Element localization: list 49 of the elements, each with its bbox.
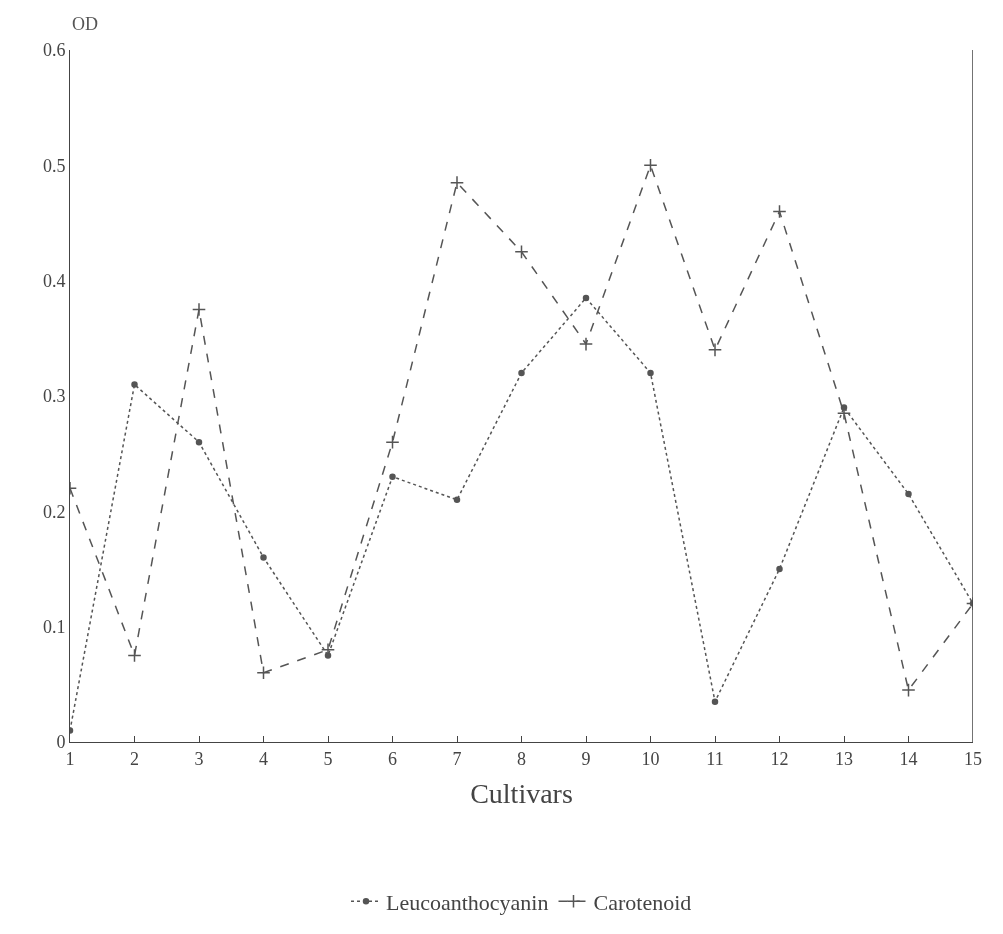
x-tick-label: 13 [835, 748, 853, 769]
point [578, 337, 594, 352]
x-tick-label: 7 [452, 748, 462, 769]
legend-label: Leucoanthocyanin [386, 889, 549, 915]
point [389, 473, 396, 480]
x-tick-label: 14 [899, 748, 918, 769]
x-tick-label: 8 [517, 748, 526, 769]
y-tick-label: 0.4 [42, 270, 66, 291]
x-tick-label: 6 [388, 748, 397, 769]
point [324, 652, 332, 659]
point [385, 435, 400, 450]
x-tick-label: 10 [641, 748, 660, 769]
point [643, 158, 658, 173]
point [514, 244, 529, 259]
point [131, 381, 138, 388]
point [582, 294, 590, 302]
x-tick-label: 1 [65, 748, 75, 769]
x-tick-label: 9 [581, 748, 591, 769]
point [127, 648, 142, 663]
y-tick-label: 0.1 [42, 616, 66, 637]
point [707, 342, 723, 357]
point [195, 438, 203, 446]
x-tick-label: 12 [770, 748, 789, 769]
y-tick-label: 0.2 [42, 501, 66, 522]
y-tick-label: 0 [56, 732, 66, 753]
x-tick-label: 5 [323, 748, 333, 769]
point [905, 490, 912, 498]
x-tick-label: 15 [964, 748, 982, 769]
point [191, 302, 207, 317]
point [711, 698, 719, 705]
point [260, 554, 267, 561]
x-tick-label: 2 [130, 748, 139, 769]
y-tick-label: 0.3 [42, 386, 66, 407]
x-tick-label: 11 [706, 748, 724, 769]
point [776, 565, 783, 573]
y-tick-label: 0.5 [42, 155, 66, 176]
legend-label: Carotenoid [593, 889, 692, 915]
point [901, 683, 916, 698]
point [647, 369, 654, 377]
point [772, 204, 787, 219]
y-tick-label: 0.6 [42, 40, 66, 61]
x-tick-label: 3 [194, 748, 204, 769]
point [518, 369, 525, 377]
point [256, 665, 271, 680]
x-tick-label: 4 [259, 748, 268, 769]
x-axis-title: Cultivars [470, 777, 573, 809]
point [449, 175, 465, 190]
point [453, 496, 461, 504]
y-axis-title: OD [72, 14, 98, 34]
